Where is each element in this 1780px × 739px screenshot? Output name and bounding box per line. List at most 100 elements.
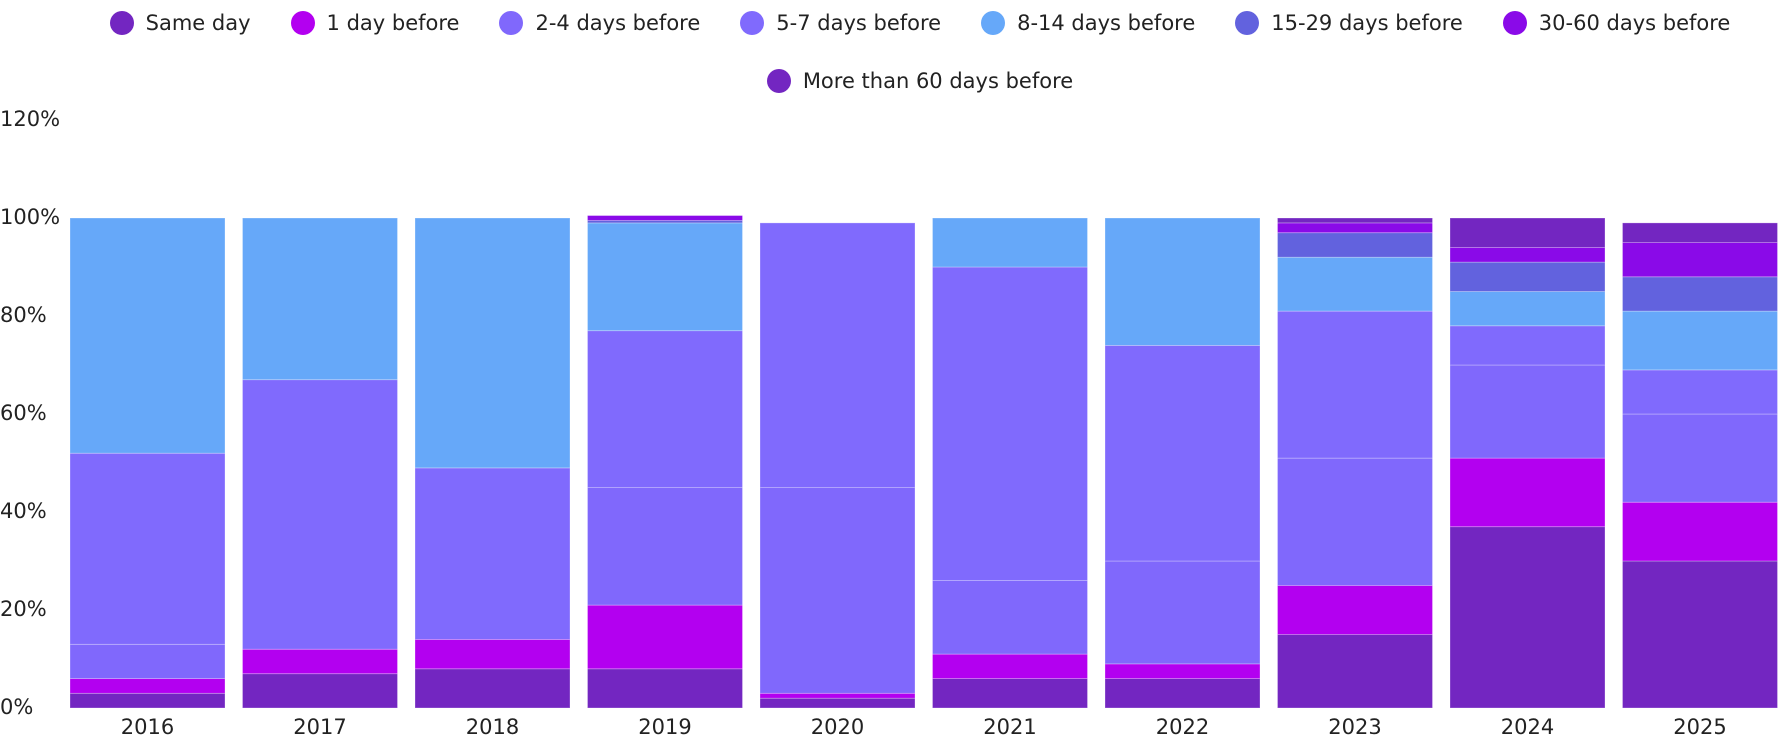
bar-segment [932,266,1088,582]
bar-segment [1622,560,1778,709]
bar-segment [1277,585,1433,635]
y-tick-label: 100% [0,205,60,229]
bar-segment [242,379,398,650]
bar-segment [1449,526,1606,709]
x-tick-label: 2019 [638,715,691,739]
bar-segment [759,222,916,488]
bar-segment [242,648,398,675]
bar-segment [1277,457,1433,586]
bar-segment [932,653,1088,679]
bar-segment [587,487,743,606]
legend-item: 5-7 days before [740,4,941,42]
legend-label: 30-60 days before [1538,11,1731,35]
bar-segment [69,678,226,694]
x-tick-label: 2018 [466,715,519,739]
bar-segment [1449,364,1606,459]
legend-swatch [109,11,134,35]
bar-segment [1449,217,1606,248]
bar-segment [1449,325,1606,366]
legend-item: 2-4 days before [499,4,700,42]
legend-label: 2-4 days before [535,11,701,35]
bar-segment [587,330,743,488]
legend-item: 30-60 days before [1502,4,1731,42]
x-tick-label: 2023 [1328,715,1381,739]
x-tick-label: 2025 [1673,715,1726,739]
legend-item: More than 60 days before [766,62,1074,100]
bar-segment [69,692,226,709]
x-tick-label: 2022 [1156,715,1209,739]
bar-segment [1104,678,1261,709]
bar-segment [759,487,916,694]
legend-swatch [499,11,524,35]
bar-segment [69,217,226,454]
bar-segment [759,697,916,709]
legend-label: More than 60 days before [802,69,1074,93]
bar-segment [932,217,1088,268]
bar-segment [69,643,226,679]
bar-segment [1104,663,1261,680]
bar-segment [1277,256,1433,312]
legend-swatch [290,11,315,35]
bar-segment [1622,413,1778,503]
bar-segment [1277,232,1433,258]
bar-segment [1622,501,1778,562]
bar-segment [242,673,398,709]
bar-segment [587,215,743,221]
bar-segment [1104,344,1261,562]
x-tick-label: 2016 [121,715,174,739]
y-tick-label: 40% [0,499,47,523]
bar-segment [1622,276,1778,312]
x-tick-label: 2017 [293,715,346,739]
bar-segment [587,222,743,332]
legend-swatch [1235,11,1260,35]
legend-swatch [766,69,791,93]
legend-swatch [1502,11,1527,35]
bar-segment [1622,222,1778,243]
bar-segment [1277,634,1433,709]
bar-segment [1449,246,1606,263]
bar-segment [1277,222,1433,234]
bar-segment [1104,560,1261,665]
y-tick-label: 60% [0,401,47,425]
legend-item: 1 day before [290,4,459,42]
bar-segment [1449,261,1606,292]
legend-item: 15-29 days before [1235,4,1463,42]
bar-segment [932,678,1088,709]
bar-segment [69,452,226,645]
bar-segment [414,639,571,670]
bar-segment [414,668,571,709]
bar-segment [587,604,743,670]
bar-segment [587,668,743,709]
bar-segment [932,580,1088,655]
bar-segment [1622,310,1778,371]
x-tick-label: 2020 [811,715,864,739]
bar-segment [1104,217,1261,346]
x-tick-label: 2021 [983,715,1036,739]
y-tick-label: 20% [0,597,47,621]
bar-segment [414,467,571,640]
y-tick-label: 120% [0,107,60,131]
bar-segment [759,692,916,699]
bar-segment [1622,242,1778,278]
bar-segment [1449,457,1606,528]
legend-swatch [981,11,1006,35]
bar-segment [1622,369,1778,415]
legend-item: 8-14 days before [981,4,1195,42]
legend-label: 5-7 days before [776,11,942,35]
bar-segment [242,217,398,381]
legend: Same day 1 day before 2-4 days before 5-7 d… [40,4,1780,100]
bar-segment [1277,217,1433,224]
bar-segment [414,217,571,469]
legend-swatch [740,11,765,35]
x-tick-label: 2024 [1501,715,1554,739]
legend-label: 15-29 days before [1271,11,1463,35]
legend-label: Same day [145,11,251,35]
y-tick-label: 80% [0,303,47,327]
y-tick-label: 0% [0,695,33,719]
legend-item: Same day [109,4,251,42]
bar-segment [1277,310,1433,459]
bar-segment [1449,291,1606,327]
legend-label: 8-14 days before [1017,11,1196,35]
